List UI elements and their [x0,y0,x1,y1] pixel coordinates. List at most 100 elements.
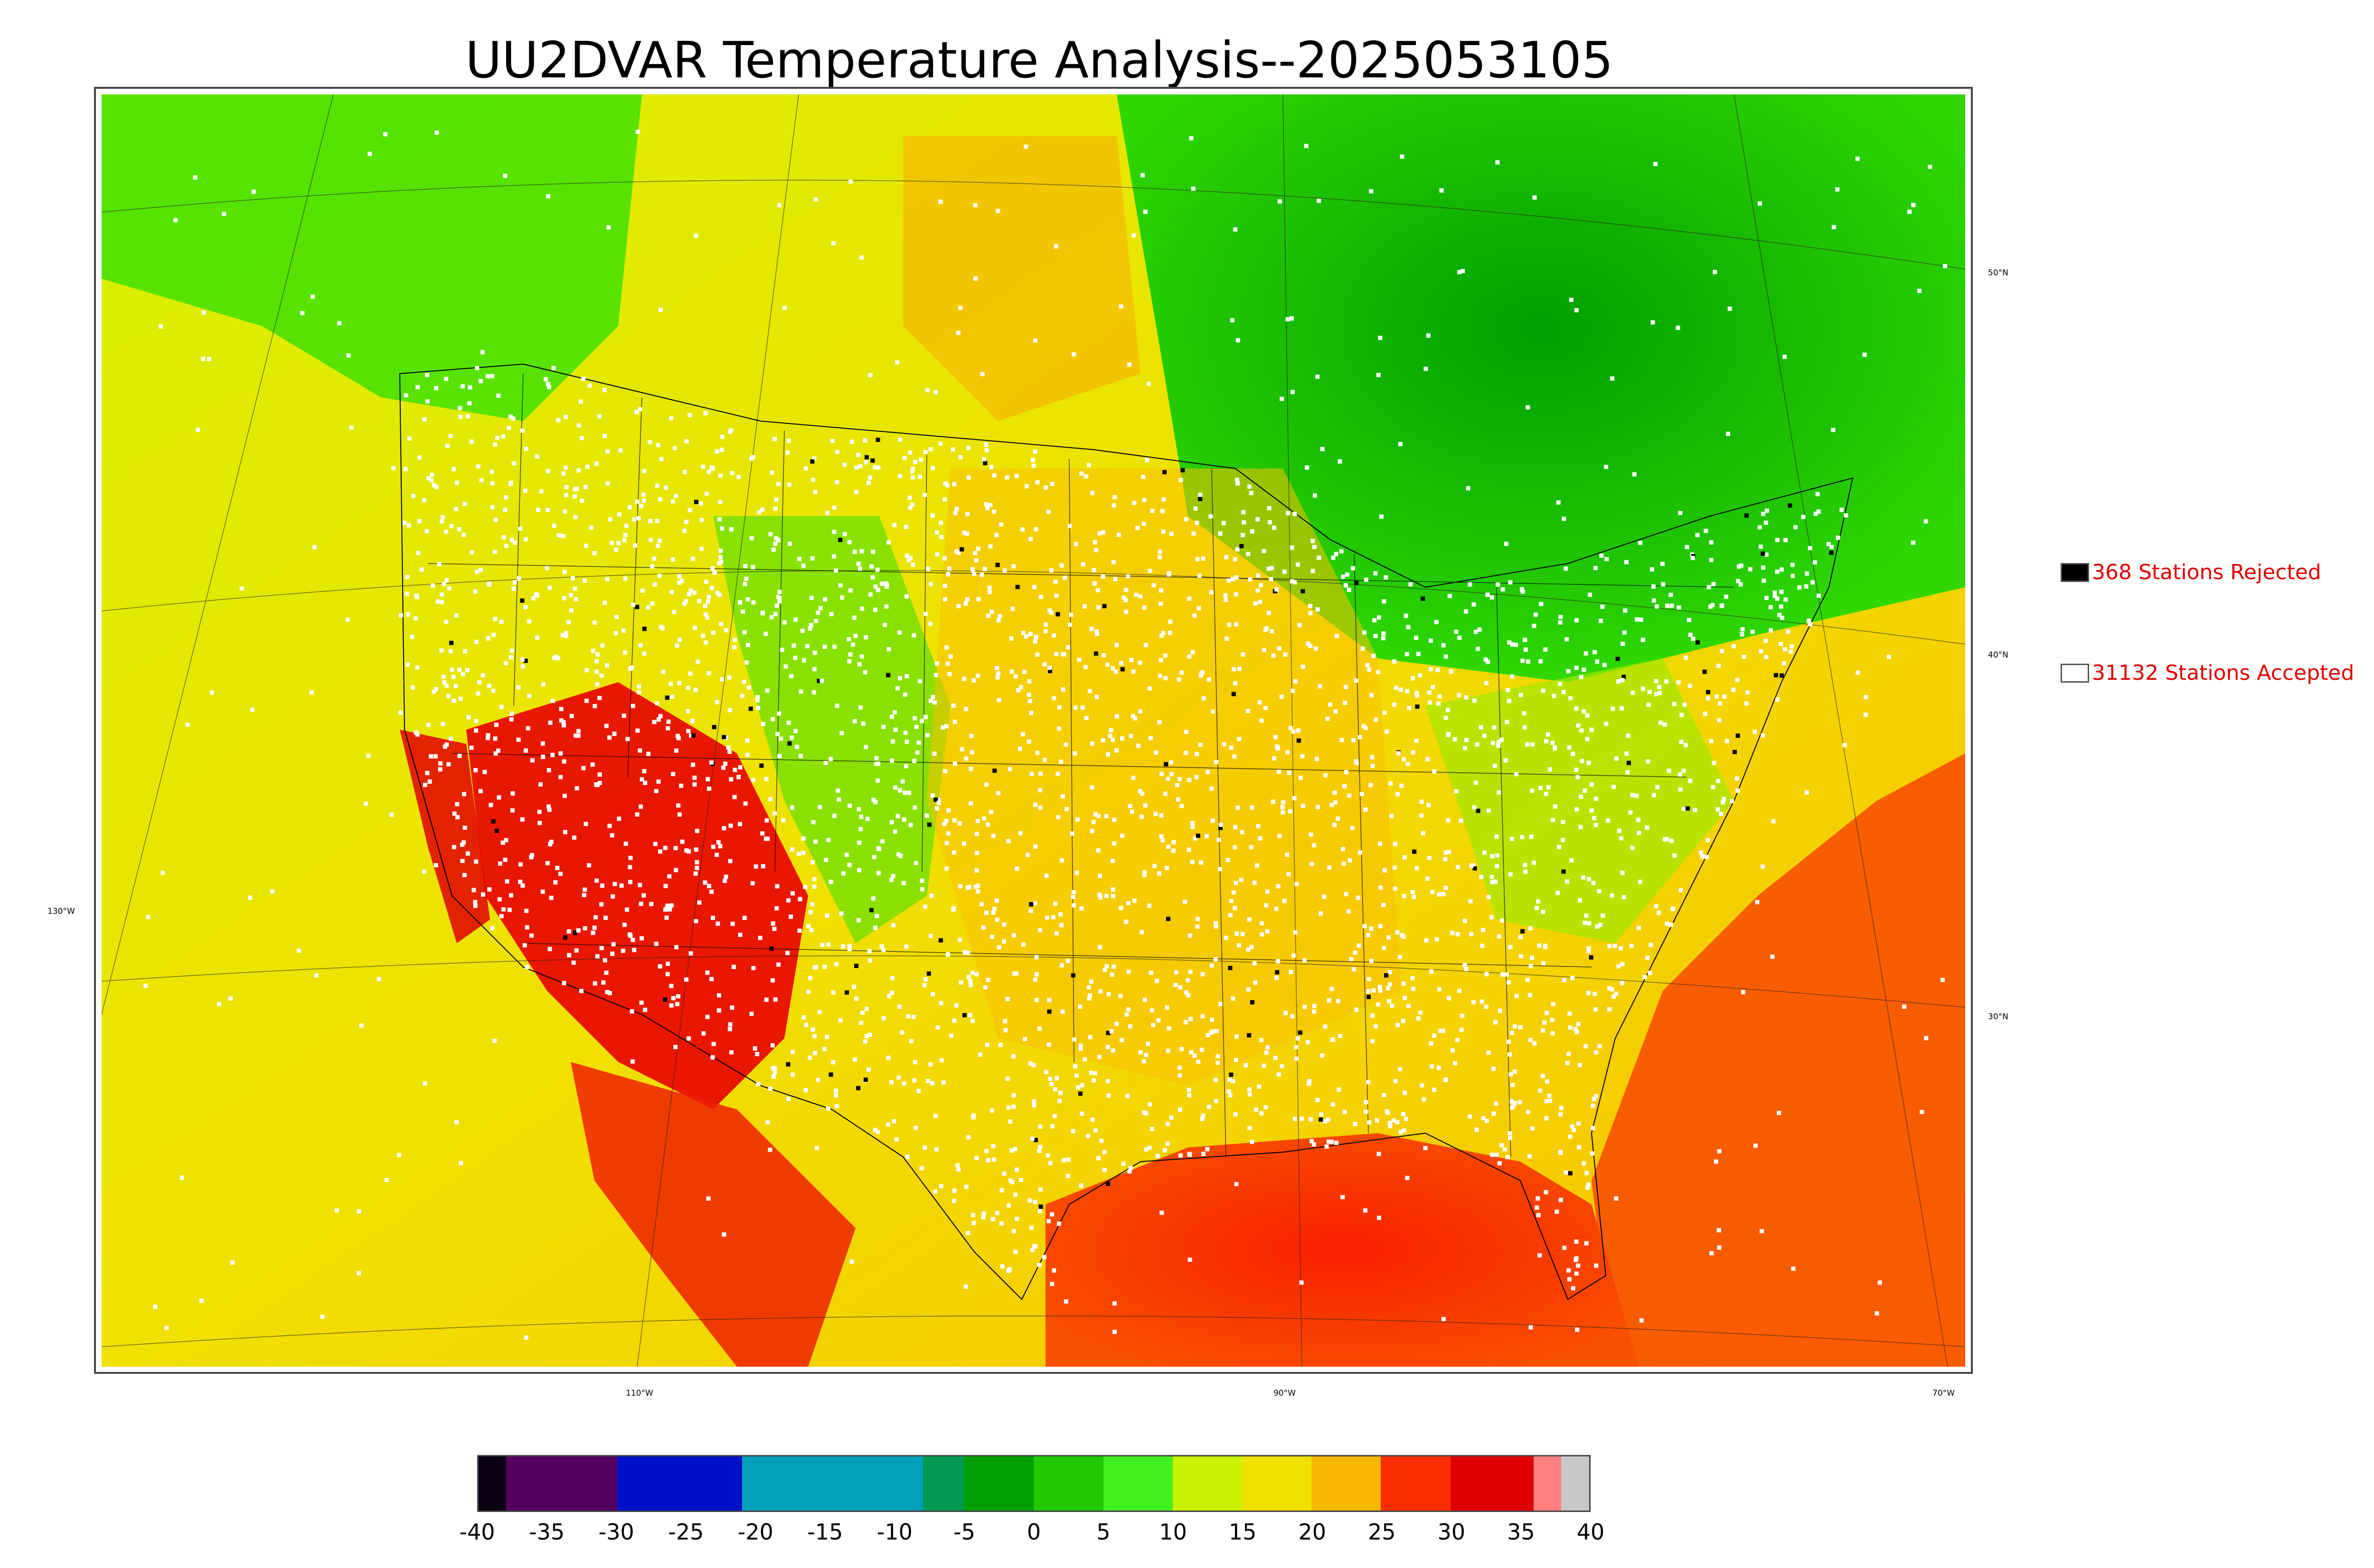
station-marker [820,678,824,683]
station-marker [1291,688,1295,693]
station-marker [820,942,825,947]
station-marker [865,1006,869,1011]
station-marker [715,591,720,595]
station-marker [1188,1016,1193,1021]
station-marker [1126,901,1130,906]
station-marker [1505,1155,1510,1159]
station-marker [525,925,529,930]
station-marker [1443,1078,1448,1082]
station-marker [1443,850,1448,855]
station-marker [968,1013,972,1017]
station-marker [1022,669,1027,674]
station-marker [1658,720,1663,725]
station-marker [751,565,755,570]
station-marker [1111,738,1115,742]
station-marker [1469,864,1474,868]
station-marker [527,694,532,698]
station-marker [1678,888,1683,892]
station-marker [459,1161,463,1165]
station-marker [1574,706,1579,711]
station-marker [566,620,571,625]
station-marker [832,814,837,818]
station-marker [1057,1099,1062,1103]
station-marker [816,610,820,615]
station-marker [1738,582,1743,587]
station-marker [1842,743,1847,748]
station-marker [717,561,722,566]
station-marker [1073,751,1077,756]
station-marker [1669,838,1674,843]
station-marker [1589,955,1593,960]
station-marker [1126,574,1130,579]
station-marker [1381,631,1386,636]
station-marker [881,1016,886,1021]
station-marker [867,1067,871,1072]
station-marker [576,733,581,738]
station-marker [1797,585,1802,590]
station-marker [1489,915,1494,920]
station-marker [405,662,410,667]
station-marker [490,469,494,474]
station-marker [1286,872,1291,877]
station-marker [1638,880,1642,884]
station-marker [1011,1054,1016,1059]
station-marker [1593,823,1598,827]
station-marker [966,1135,971,1140]
station-marker [1330,1037,1335,1042]
station-marker [1374,1024,1378,1029]
station-marker [1548,767,1552,772]
colorbar-tick-label: -5 [953,1519,975,1545]
station-marker [853,634,858,638]
station-marker [1544,1099,1549,1104]
station-marker [520,598,525,603]
station-marker [1779,567,1784,572]
station-marker [747,685,751,690]
station-marker [1267,520,1272,525]
station-marker [1378,336,1383,340]
station-marker [1097,892,1102,897]
station-marker [649,901,654,906]
station-marker [1553,746,1557,751]
station-marker [727,749,732,754]
station-marker [1177,777,1182,781]
station-marker [1334,1140,1339,1145]
station-marker [1165,1141,1170,1146]
station-marker [440,592,444,597]
station-marker [719,448,724,452]
station-marker [1111,894,1115,899]
station-marker [1141,475,1146,479]
station-marker [1801,515,1806,519]
station-marker [1570,1124,1574,1129]
station-marker [1574,768,1579,772]
station-marker [1028,536,1033,541]
station-marker [625,737,630,742]
station-marker [1412,894,1416,899]
station-marker [1663,722,1667,727]
station-marker [1308,644,1313,648]
station-marker [1092,1078,1096,1083]
station-marker [1509,1099,1514,1104]
station-marker [913,460,918,464]
station-marker [1536,1213,1541,1218]
station-marker [561,720,566,724]
station-marker [860,606,865,611]
station-marker [1533,612,1538,617]
station-marker [546,804,551,809]
station-marker [1286,511,1291,516]
station-marker [1078,1046,1083,1051]
station-marker [1565,1061,1570,1065]
station-marker [1120,667,1125,672]
station-marker [1325,716,1330,721]
station-marker [790,735,794,740]
station-marker [607,735,612,740]
station-marker [1147,903,1151,908]
station-marker [1305,1040,1310,1044]
station-marker [791,643,796,648]
station-marker [1434,937,1439,942]
station-marker [1158,549,1162,554]
station-marker [1793,525,1798,530]
station-marker [1290,545,1294,550]
station-marker [1558,1112,1563,1117]
station-marker [652,720,657,724]
station-marker [1711,582,1716,586]
